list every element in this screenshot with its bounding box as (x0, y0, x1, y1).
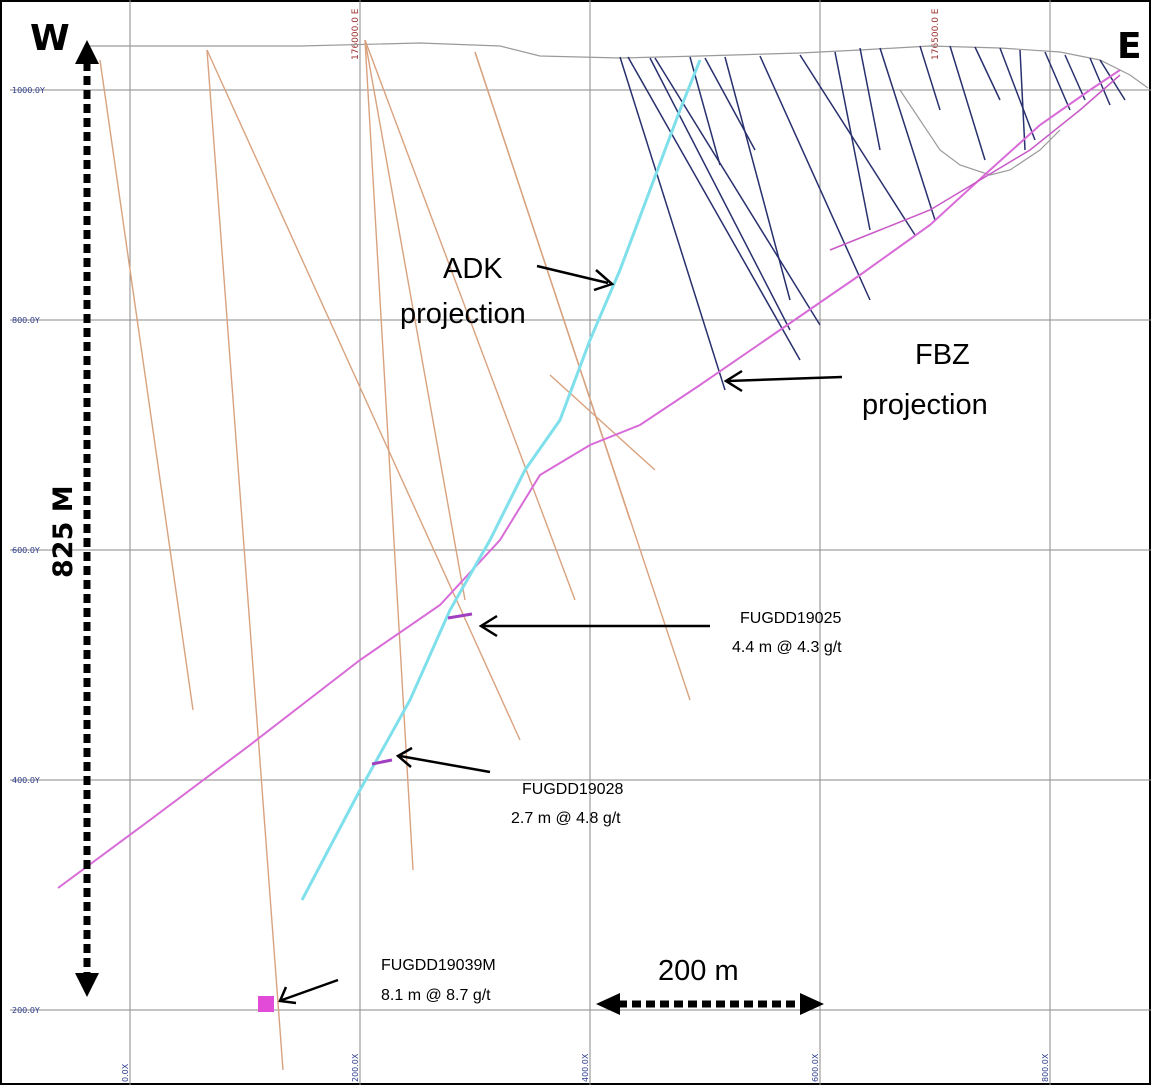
y-label-600: 600.0Y (12, 546, 40, 555)
intercept-mark-fugdd19028 (371, 758, 393, 766)
intercept-label-fugdd19039m-grade: 8.1 m @ 8.7 g/t (381, 987, 491, 1004)
fbz-arrow (723, 369, 843, 393)
intercept-label-fugdd19039m-hole: FUGDD19039M (381, 957, 496, 974)
x-label-400: 400.0X (581, 1053, 590, 1082)
intercept-label-fugdd19028-grade: 2.7 m @ 4.8 g/t (511, 810, 621, 827)
y-label-400: 400.0Y (12, 776, 40, 785)
east-label: E (1117, 26, 1142, 67)
y-label-1000: 1000.0Y (12, 86, 45, 95)
intercept-mark-fugdd19025 (447, 612, 473, 620)
easting-label-176500: 176500.0 E (931, 8, 941, 60)
fbz-projection-trace (57, 69, 1121, 889)
horizontal-scale-bar (596, 993, 824, 1015)
fbz-label-line2: projection (862, 389, 988, 421)
y-label-200: 200.0Y (12, 1006, 40, 1015)
easting-label-176000: 176000.0 E (351, 8, 361, 60)
surface-detail (899, 89, 1061, 176)
west-drill-holes (99, 39, 691, 1071)
x-label-0: 0.0X (121, 1063, 130, 1082)
intercept-label-fugdd19025-hole: FUGDD19025 (740, 610, 841, 627)
intercept-mark-fugdd19039m (258, 996, 274, 1012)
fbz-branch-trace (829, 74, 1121, 251)
intercept-label-fugdd19028-hole: FUGDD19028 (522, 781, 623, 798)
fugdd19025-arrow (478, 614, 710, 638)
east-drill-holes (619, 45, 1126, 391)
adk-arrow (536, 264, 615, 292)
grid (10, 0, 1151, 1085)
fbz-label-line1: FBZ (915, 339, 970, 371)
horizontal-scale-label: 200 m (658, 955, 739, 987)
fugdd19039m-arrow (278, 978, 339, 1005)
adk-label-line2: projection (400, 298, 526, 330)
intercept-label-fugdd19025-grade: 4.4 m @ 4.3 g/t (732, 639, 842, 656)
adk-label-line1: ADK (443, 253, 503, 285)
x-label-200: 200.0X (351, 1053, 360, 1082)
vertical-scale-bar (75, 40, 99, 997)
fugdd19028-arrow (395, 746, 491, 774)
west-label: W (30, 18, 70, 59)
adk-projection-trace (300, 59, 702, 901)
topographic-surface (85, 42, 1149, 89)
vertical-scale-label: 825 M (48, 485, 79, 578)
x-label-600: 600.0X (811, 1053, 820, 1082)
x-label-800: 800.0X (1041, 1053, 1050, 1082)
y-label-800: 800.0Y (12, 316, 40, 325)
